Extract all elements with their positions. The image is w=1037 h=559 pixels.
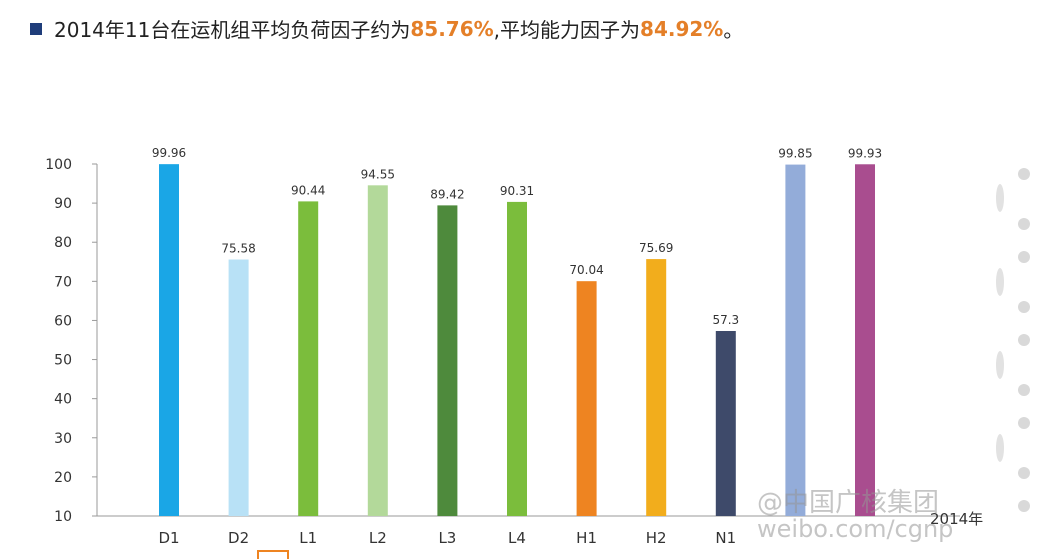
bar (855, 164, 875, 516)
y-tick-label: 30 (54, 431, 72, 447)
bar (367, 185, 388, 516)
x-category-label: D1 (158, 529, 179, 547)
x-category-label: L4 (508, 529, 526, 547)
decor-dot (1018, 384, 1030, 396)
bar-value-label: 90.44 (291, 183, 325, 197)
bar-value-label: 89.42 (430, 187, 464, 201)
bullet-square-icon (30, 22, 42, 35)
bar (715, 331, 736, 516)
headline-middle: ,平均能力因子为 (493, 18, 641, 42)
y-tick-label: 40 (54, 392, 72, 408)
bar (785, 164, 806, 516)
decor-ring (996, 268, 1004, 296)
watermark-line-2: weibo.com/cgnp (757, 515, 954, 544)
x-category-label: L3 (438, 529, 456, 547)
chart-bars (159, 164, 875, 517)
bar (159, 164, 179, 517)
decor-dot (1018, 500, 1030, 512)
bar-value-label: 75.69 (639, 241, 673, 255)
y-tick-label: 90 (54, 196, 72, 212)
watermark-line-1: @中国广核集团 (757, 488, 940, 518)
bar-value-label: 94.55 (361, 167, 395, 181)
bar (507, 201, 527, 516)
x-category-label: H2 (646, 529, 667, 547)
x-category-label: H1 (576, 529, 597, 547)
bar (576, 281, 597, 516)
y-tick-label: 100 (45, 157, 72, 173)
y-tick-label: 80 (54, 235, 72, 251)
bar-value-label: 99.93 (848, 146, 882, 160)
x-category-label: L1 (299, 529, 317, 547)
decor-dot (1018, 301, 1030, 313)
year-fragment: 2014年 (930, 510, 984, 528)
x-category-label: L2 (369, 529, 387, 547)
bar (646, 259, 667, 516)
chart-headline: 2014年11台在运机组平均负荷因子约为 85.76% ,平均能力因子为 84.92%… (30, 14, 743, 43)
decor-dot (1018, 251, 1030, 263)
decor-dot (1018, 467, 1030, 479)
bar (228, 259, 249, 516)
bar-value-label: 75.58 (221, 242, 255, 256)
bar-value-label: 99.85 (778, 147, 812, 161)
headline-suffix: 。 (723, 18, 744, 42)
bar (437, 205, 458, 516)
chart-axes: 10 20 30 40 50 60 70 80 90 100 (45, 157, 960, 525)
decor-ring (996, 434, 1004, 462)
bar-value-label: 57.3 (712, 313, 739, 327)
decor-dot (1018, 168, 1030, 180)
bar-value-label: 99.96 (152, 146, 186, 160)
decor-ring (996, 184, 1004, 212)
y-tick-label: 10 (54, 509, 72, 525)
bar-value-label: 90.31 (500, 184, 534, 198)
decorative-dots (996, 168, 1030, 512)
load-factor-value: 85.76% (410, 16, 494, 41)
x-category-label: N1 (715, 529, 736, 547)
capability-factor-value: 84.92% (640, 16, 724, 41)
decor-dot (1018, 334, 1030, 346)
y-tick-label: 70 (54, 274, 72, 290)
y-tick-label: 60 (54, 313, 72, 329)
y-tick-label: 50 (54, 353, 72, 369)
x-category-label: D2 (228, 529, 249, 547)
partial-callout-box (257, 550, 289, 559)
headline-prefix: 2014年11台在运机组平均负荷因子约为 (54, 18, 411, 42)
decor-dot (1018, 218, 1030, 230)
weibo-watermark: @中国广核集团 weibo.com/cgnp (757, 488, 954, 544)
bar (298, 201, 319, 516)
chart-labels: 99.96 D1 75.58 D2 90.44 L1 94.55 L2 89.42 L3 90.31… (152, 146, 882, 547)
decor-ring (996, 351, 1004, 379)
y-tick-label: 20 (54, 470, 72, 486)
decor-dot (1018, 417, 1030, 429)
bar-value-label: 70.04 (569, 263, 603, 277)
